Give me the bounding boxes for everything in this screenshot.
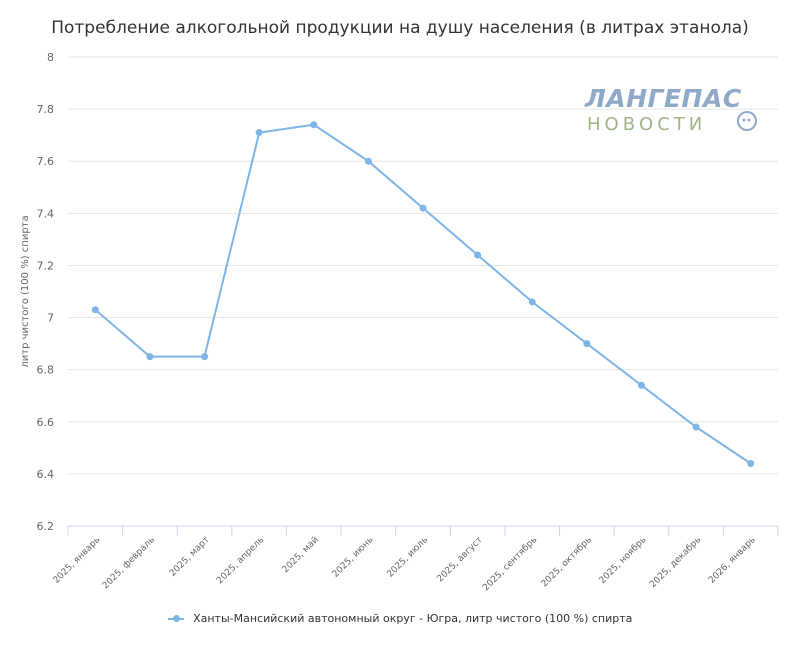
y-axis-label: литр чистого (100 %) спирта — [20, 215, 31, 367]
watermark-logo: ЛАНГЕПАС НОВОСТИ — [585, 84, 775, 140]
x-tick-label: 2025, апрель — [215, 535, 266, 586]
x-tick-label: 2025, ноябрь — [598, 535, 649, 586]
y-tick-label: 7.8 — [37, 103, 55, 116]
data-point — [474, 251, 482, 259]
y-tick-label: 6.4 — [37, 468, 55, 481]
data-point — [255, 129, 263, 137]
data-point — [692, 423, 700, 431]
data-point — [201, 353, 209, 361]
data-point — [637, 381, 645, 389]
legend-label: Ханты-Мансийский автономный округ - Югра… — [193, 612, 633, 625]
x-tick-label: 2025, май — [281, 535, 321, 575]
data-point — [364, 157, 372, 165]
watermark-line-1: ЛАНГЕПАС — [585, 84, 742, 113]
data-point — [747, 459, 755, 467]
data-point — [528, 298, 536, 306]
data-point — [419, 204, 427, 212]
y-tick-label: 7 — [47, 312, 54, 325]
x-tick-label: 2025, июль — [385, 535, 430, 580]
x-tick-label: 2025, октябрь — [540, 535, 594, 589]
x-tick-label: 2025, сентябрь — [481, 535, 539, 593]
y-tick-label: 7.2 — [37, 259, 55, 272]
data-point — [310, 121, 318, 129]
data-point — [583, 340, 591, 348]
speech-bubble-icon — [737, 111, 757, 131]
x-tick-label: 2025, март — [168, 535, 212, 579]
x-tick-label: 2025, февраль — [101, 535, 157, 591]
y-tick-label: 6.2 — [37, 520, 55, 533]
x-tick-label: 2026, январь — [707, 535, 758, 586]
grid-lines — [68, 56, 778, 475]
legend-marker-icon — [167, 615, 184, 622]
x-tick-label: 2025, декабрь — [648, 535, 703, 590]
x-tick-label: 2025, август — [435, 535, 484, 584]
y-tick-label: 7.6 — [37, 155, 55, 168]
watermark-line-2: НОВОСТИ — [587, 114, 707, 135]
x-tick-label: 2025, январь — [52, 535, 103, 586]
chart-title: Потребление алкогольной продукции на душ… — [51, 18, 749, 38]
chart-legend[interactable]: Ханты-Мансийский автономный округ - Югра… — [0, 612, 800, 625]
series — [91, 121, 755, 467]
y-tick-label: 6.6 — [37, 416, 55, 429]
series-line — [94, 123, 752, 465]
y-tick-label: 6.8 — [37, 364, 55, 377]
y-tick-label: 7.4 — [37, 207, 55, 220]
data-point — [91, 306, 99, 314]
x-tick-label: 2025, июнь — [331, 535, 376, 580]
data-point — [146, 353, 154, 361]
axes — [67, 525, 779, 536]
y-tick-label: 8 — [47, 51, 54, 64]
